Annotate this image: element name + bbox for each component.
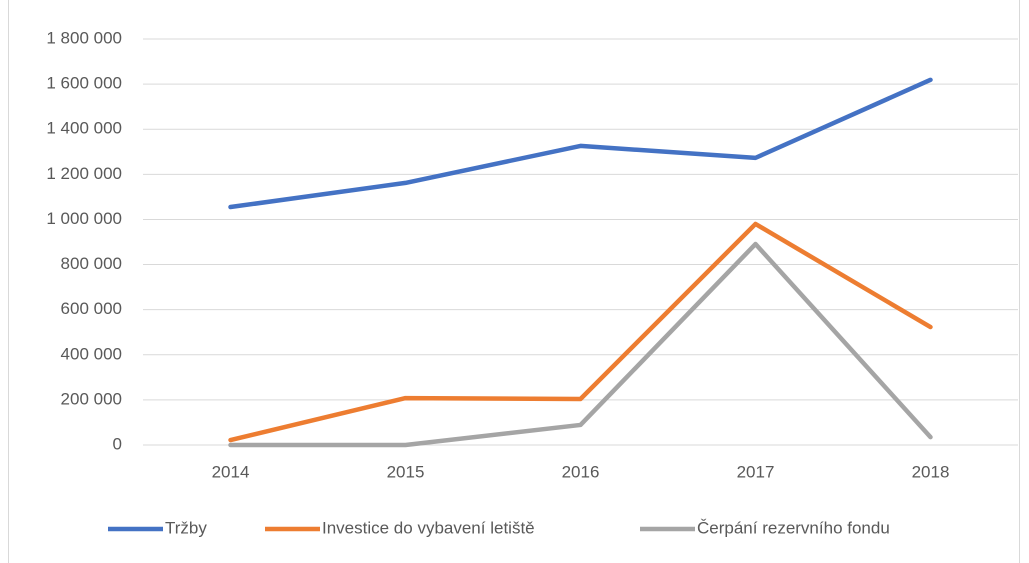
y-tick-label: 200 000 — [61, 389, 122, 408]
legend-label: Čerpání rezervního fondu — [697, 518, 890, 537]
y-tick-label: 1 400 000 — [46, 119, 122, 138]
series-line — [228, 221, 933, 443]
legend-label: Investice do vybavení letiště — [322, 518, 535, 537]
y-tick-label: 600 000 — [61, 299, 122, 318]
y-tick-label: 1 200 000 — [46, 164, 122, 183]
series-line — [228, 77, 933, 210]
series-line — [228, 241, 933, 448]
y-tick-label: 1 000 000 — [46, 209, 122, 228]
x-tick-label: 2017 — [737, 462, 775, 481]
x-tick-label: 2016 — [562, 462, 600, 481]
y-tick-label: 0 — [113, 434, 122, 453]
y-tick-label: 1 600 000 — [46, 74, 122, 93]
x-tick-label: 2018 — [912, 462, 950, 481]
x-tick-label: 2014 — [212, 462, 250, 481]
x-tick-label: 2015 — [387, 462, 425, 481]
y-tick-label: 400 000 — [61, 344, 122, 363]
y-tick-label: 800 000 — [61, 254, 122, 273]
y-tick-label: 1 800 000 — [46, 28, 122, 47]
chart-frame — [8, 0, 1020, 563]
legend-label: Tržby — [165, 518, 207, 537]
